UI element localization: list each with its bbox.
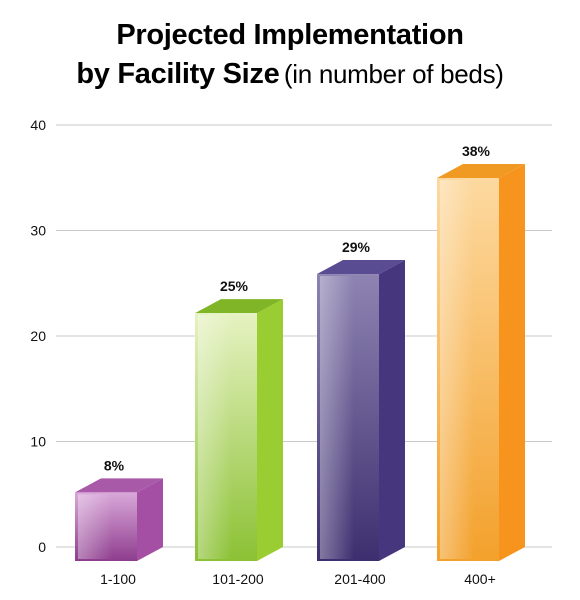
x-tick-label: 201-400	[334, 571, 386, 587]
bar-side-face	[379, 260, 405, 561]
y-tick-label: 40	[30, 117, 46, 133]
bar-top-face	[437, 164, 525, 179]
chart-title-line-1: Projected Implementation	[0, 18, 580, 57]
bar-highlight	[198, 315, 233, 559]
y-tick-label: 30	[30, 223, 46, 239]
bar-1-100: 8%	[75, 457, 163, 561]
data-label: 38%	[462, 143, 491, 159]
bar-side-face	[137, 478, 163, 561]
chart-title-main: Projected Implementation	[116, 19, 464, 51]
chart-title-unit-note: (in number of beds)	[283, 59, 504, 89]
bar-side-face	[257, 299, 283, 561]
data-label: 29%	[342, 239, 371, 255]
y-tick-label: 20	[30, 328, 46, 344]
data-label: 25%	[220, 278, 249, 294]
y-tick-label: 10	[30, 434, 46, 450]
chart-title-line-2: by Facility Size (in number of beds)	[0, 57, 580, 96]
y-tick-label: 0	[38, 539, 46, 555]
bar-top-face	[75, 478, 163, 493]
bar-highlight	[320, 276, 355, 559]
bar-highlight	[440, 180, 475, 559]
x-axis: 1-100 101-200 201-400 400+	[100, 571, 496, 587]
x-tick-label: 1-100	[100, 571, 136, 587]
chart-title: Projected Implementation by Facility Siz…	[0, 18, 580, 96]
bar-400+: 38%	[437, 143, 525, 561]
bar-top-face	[317, 260, 405, 275]
chart-title-bold-part: by Facility Size	[76, 58, 280, 90]
x-tick-label: 400+	[464, 571, 496, 587]
bars: 8% 25% 29% 38%	[75, 143, 525, 561]
bar-201-400: 29%	[317, 239, 405, 561]
data-label: 8%	[104, 457, 125, 473]
y-axis: 0 10 20 30 40	[30, 117, 46, 555]
x-tick-label: 101-200	[212, 571, 264, 587]
bar-101-200: 25%	[195, 278, 283, 561]
bar-top-face	[195, 299, 283, 314]
bar-highlight	[78, 494, 113, 559]
bar-side-face	[499, 164, 525, 561]
